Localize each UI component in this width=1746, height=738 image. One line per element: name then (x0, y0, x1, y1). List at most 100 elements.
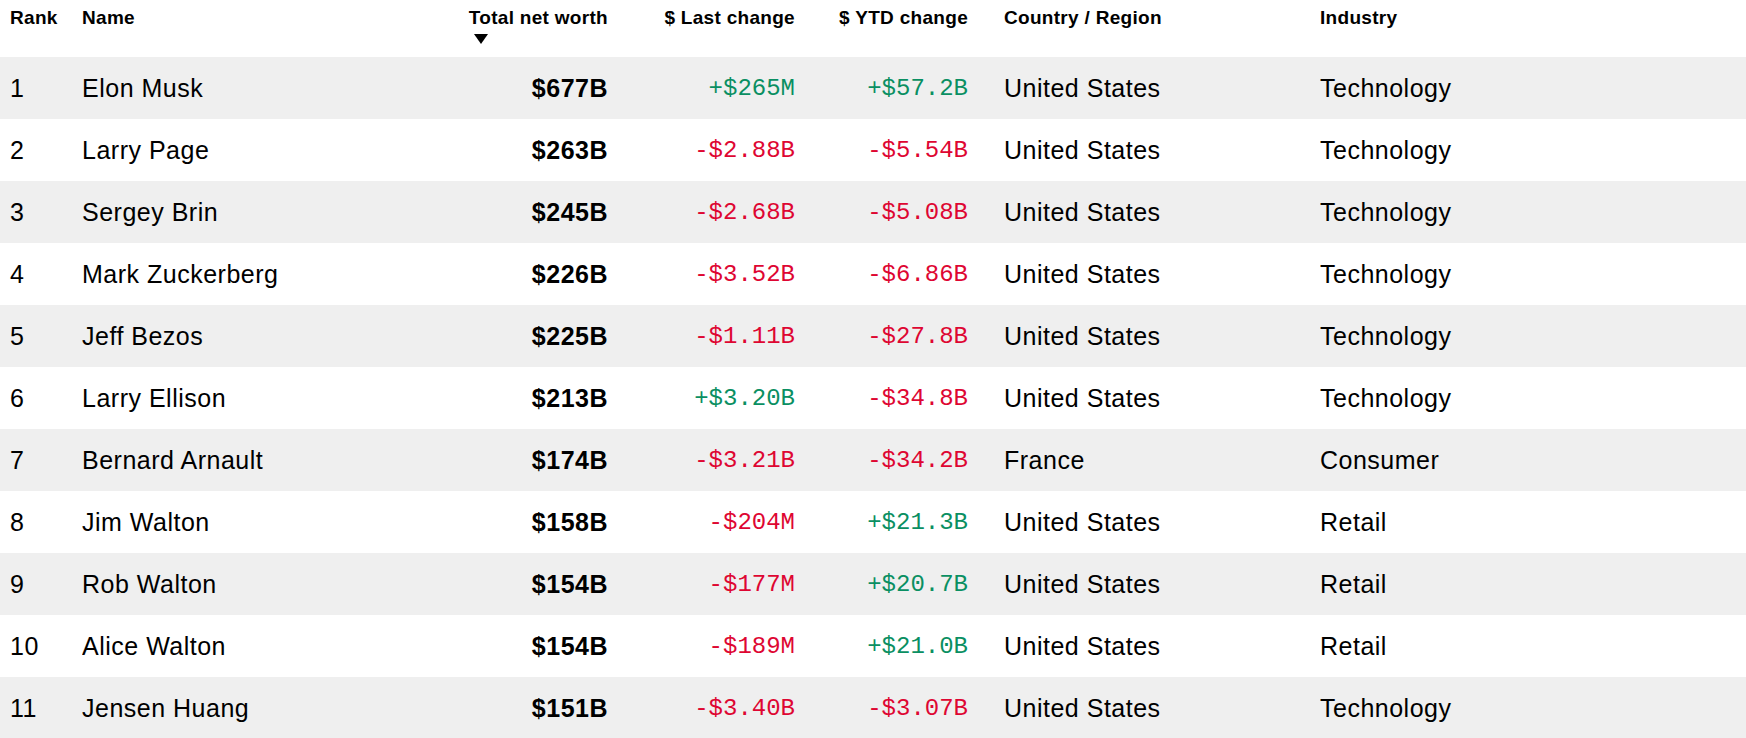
net-worth-cell: $158B (410, 508, 608, 537)
name-cell: Bernard Arnault (82, 446, 410, 475)
name-cell: Larry Page (82, 136, 410, 165)
country-cell: United States (968, 384, 1320, 413)
country-cell: United States (968, 322, 1320, 351)
rank-cell: 5 (0, 322, 82, 351)
billionaires-table: Rank Name Total net worth $ Last change … (0, 0, 1746, 738)
table-row[interactable]: 3 Sergey Brin $245B -$2.68B -$5.08B Unit… (0, 181, 1746, 243)
col-header-country-label: Country / Region (1004, 7, 1162, 29)
col-header-industry[interactable]: Industry (1320, 0, 1746, 57)
col-header-last-change-label: $ Last change (664, 7, 795, 29)
rank-cell: 1 (0, 74, 82, 103)
last-change-cell: +$3.20B (608, 385, 795, 412)
industry-cell: Technology (1320, 260, 1746, 289)
industry-cell: Technology (1320, 384, 1746, 413)
industry-cell: Technology (1320, 198, 1746, 227)
country-cell: United States (968, 570, 1320, 599)
sort-desc-icon (474, 34, 488, 44)
name-cell: Elon Musk (82, 74, 410, 103)
last-change-cell: -$3.52B (608, 261, 795, 288)
name-cell: Alice Walton (82, 632, 410, 661)
net-worth-cell: $263B (410, 136, 608, 165)
net-worth-cell: $174B (410, 446, 608, 475)
ytd-change-cell: -$5.08B (795, 199, 968, 226)
last-change-cell: -$189M (608, 633, 795, 660)
ytd-change-cell: +$21.0B (795, 633, 968, 660)
rank-cell: 8 (0, 508, 82, 537)
col-header-name-label: Name (82, 7, 135, 29)
rank-cell: 2 (0, 136, 82, 165)
col-header-ytd-change-label: $ YTD change (839, 7, 968, 29)
name-cell: Jim Walton (82, 508, 410, 537)
net-worth-cell: $154B (410, 632, 608, 661)
ytd-change-cell: -$5.54B (795, 137, 968, 164)
country-cell: United States (968, 198, 1320, 227)
country-cell: United States (968, 508, 1320, 537)
last-change-cell: -$2.68B (608, 199, 795, 226)
last-change-cell: -$1.11B (608, 323, 795, 350)
col-header-industry-label: Industry (1320, 7, 1397, 29)
col-header-net-worth-label: Total net worth (469, 7, 608, 29)
name-cell: Sergey Brin (82, 198, 410, 227)
name-cell: Larry Ellison (82, 384, 410, 413)
last-change-cell: -$204M (608, 509, 795, 536)
rank-cell: 9 (0, 570, 82, 599)
col-header-name[interactable]: Name (82, 0, 410, 57)
table-row[interactable]: 5 Jeff Bezos $225B -$1.11B -$27.8B Unite… (0, 305, 1746, 367)
table-row[interactable]: 6 Larry Ellison $213B +$3.20B -$34.8B Un… (0, 367, 1746, 429)
net-worth-cell: $226B (410, 260, 608, 289)
country-cell: United States (968, 74, 1320, 103)
industry-cell: Technology (1320, 322, 1746, 351)
net-worth-cell: $154B (410, 570, 608, 599)
net-worth-cell: $245B (410, 198, 608, 227)
table-row[interactable]: 2 Larry Page $263B -$2.88B -$5.54B Unite… (0, 119, 1746, 181)
rank-cell: 7 (0, 446, 82, 475)
country-cell: United States (968, 632, 1320, 661)
table-row[interactable]: 11 Jensen Huang $151B -$3.40B -$3.07B Un… (0, 677, 1746, 738)
last-change-cell: +$265M (608, 75, 795, 102)
industry-cell: Retail (1320, 632, 1746, 661)
industry-cell: Consumer (1320, 446, 1746, 475)
col-header-ytd-change[interactable]: $ YTD change (795, 0, 968, 57)
net-worth-cell: $213B (410, 384, 608, 413)
col-header-country[interactable]: Country / Region (968, 0, 1320, 57)
ytd-change-cell: -$34.8B (795, 385, 968, 412)
ytd-change-cell: -$6.86B (795, 261, 968, 288)
ytd-change-cell: -$3.07B (795, 695, 968, 722)
col-header-rank[interactable]: Rank (0, 0, 82, 57)
net-worth-cell: $225B (410, 322, 608, 351)
col-header-net-worth[interactable]: Total net worth (410, 0, 608, 57)
name-cell: Mark Zuckerberg (82, 260, 410, 289)
industry-cell: Technology (1320, 136, 1746, 165)
ytd-change-cell: -$34.2B (795, 447, 968, 474)
industry-cell: Retail (1320, 508, 1746, 537)
rank-cell: 11 (0, 694, 82, 723)
name-cell: Jeff Bezos (82, 322, 410, 351)
col-header-last-change[interactable]: $ Last change (608, 0, 795, 57)
ytd-change-cell: +$21.3B (795, 509, 968, 536)
col-header-rank-label: Rank (10, 7, 58, 29)
country-cell: United States (968, 136, 1320, 165)
last-change-cell: -$177M (608, 571, 795, 598)
table-row[interactable]: 8 Jim Walton $158B -$204M +$21.3B United… (0, 491, 1746, 553)
table-header: Rank Name Total net worth $ Last change … (0, 0, 1746, 57)
industry-cell: Technology (1320, 694, 1746, 723)
table-row[interactable]: 1 Elon Musk $677B +$265M +$57.2B United … (0, 57, 1746, 119)
ytd-change-cell: +$57.2B (795, 75, 968, 102)
industry-cell: Retail (1320, 570, 1746, 599)
table-row[interactable]: 7 Bernard Arnault $174B -$3.21B -$34.2B … (0, 429, 1746, 491)
table-body: 1 Elon Musk $677B +$265M +$57.2B United … (0, 57, 1746, 738)
industry-cell: Technology (1320, 74, 1746, 103)
table-row[interactable]: 9 Rob Walton $154B -$177M +$20.7B United… (0, 553, 1746, 615)
ytd-change-cell: +$20.7B (795, 571, 968, 598)
rank-cell: 10 (0, 632, 82, 661)
table-row[interactable]: 10 Alice Walton $154B -$189M +$21.0B Uni… (0, 615, 1746, 677)
table-row[interactable]: 4 Mark Zuckerberg $226B -$3.52B -$6.86B … (0, 243, 1746, 305)
net-worth-cell: $151B (410, 694, 608, 723)
country-cell: France (968, 446, 1320, 475)
last-change-cell: -$2.88B (608, 137, 795, 164)
last-change-cell: -$3.40B (608, 695, 795, 722)
name-cell: Jensen Huang (82, 694, 410, 723)
ytd-change-cell: -$27.8B (795, 323, 968, 350)
name-cell: Rob Walton (82, 570, 410, 599)
rank-cell: 3 (0, 198, 82, 227)
